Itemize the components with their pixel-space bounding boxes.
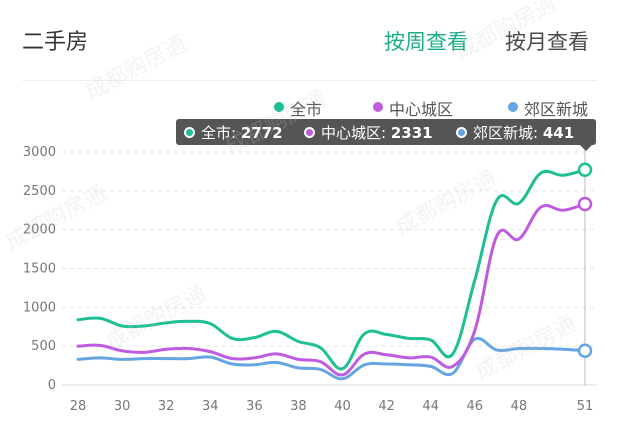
x-tick-label: 32 [158,399,175,414]
legend-label: 全市 [290,100,323,119]
page-title: 二手房 [22,30,89,55]
tooltip-label: 中心城区: [321,124,391,142]
tooltip-label: 全市: [201,124,241,142]
tab-by-week[interactable]: 按周查看 [384,30,468,54]
y-tick-label: 500 [31,339,56,354]
y-tick-label: 3000 [23,145,56,160]
chart-legend: 全市 中心城区 郊区新城 [0,96,617,119]
header-divider [22,80,597,81]
y-tick-label: 2500 [23,184,56,199]
x-tick-label: 38 [290,399,307,414]
y-tick-label: 2000 [23,223,56,238]
series-line [76,336,587,381]
series-line [76,202,587,377]
tooltip-dot-icon [184,127,195,138]
chart-tooltip: 全市: 2772 中心城区: 2331 郊区新城: 441 [176,119,596,151]
legend-dot-icon [274,102,284,112]
legend-dot-icon [508,102,518,112]
tooltip-dot-icon [456,127,467,138]
x-tick-label: 28 [70,399,87,414]
highlight-point [577,196,593,212]
x-tick-label: 40 [334,399,351,414]
legend-label: 中心城区 [389,100,454,119]
x-tick-label: 42 [378,399,395,414]
x-tick-label: 48 [511,399,528,414]
x-tick-label: 51 [577,399,594,414]
y-tick-label: 0 [48,378,56,393]
highlight-point [577,162,593,177]
tab-by-month[interactable]: 按月查看 [505,30,589,54]
x-tick-label: 36 [246,399,263,414]
x-tick-label: 46 [467,399,484,414]
y-tick-label: 1000 [23,300,56,315]
tooltip-label: 郊区新城: [473,124,543,142]
tooltip-dot-icon [304,127,315,138]
x-tick-label: 44 [422,399,439,414]
legend-label: 郊区新城 [524,100,589,119]
x-tick-label: 30 [114,399,131,414]
tooltip-value: 441 [542,124,575,142]
tooltip-value: 2772 [240,124,283,142]
highlight-point [577,343,593,358]
header: 二手房 按周查看 按月查看 [0,0,617,80]
series-line [76,168,587,371]
x-tick-label: 34 [202,399,219,414]
tooltip-value: 2331 [390,124,433,142]
legend-dot-icon [373,102,383,112]
y-tick-label: 1500 [23,262,56,277]
